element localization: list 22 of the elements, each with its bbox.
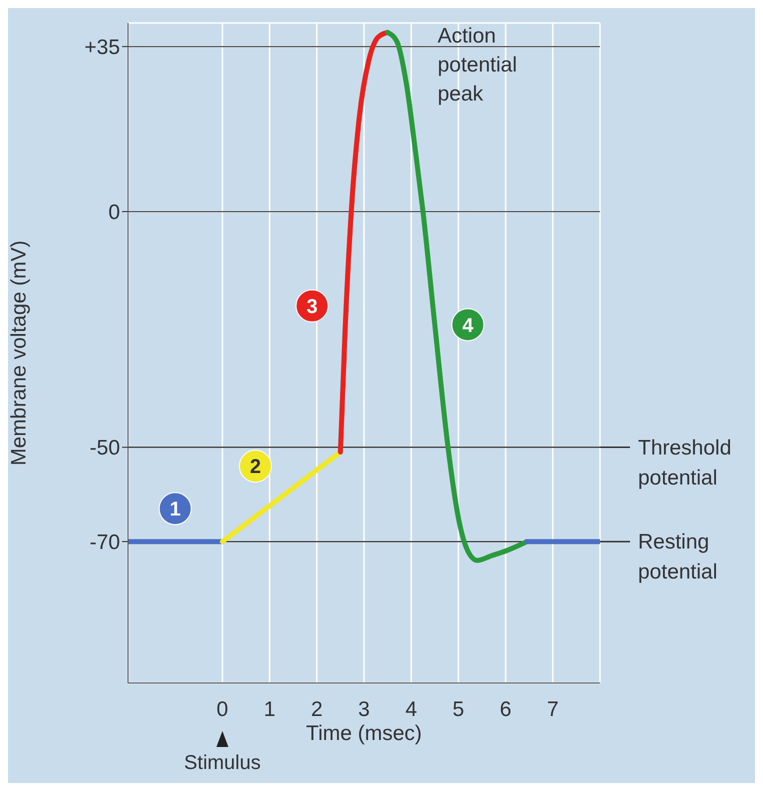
x-tick-label: 2	[310, 698, 323, 721]
x-tick-label: 1	[264, 698, 276, 721]
ref-line-label: Threshold potential	[638, 436, 732, 490]
y-tick-label: -50	[90, 436, 120, 460]
y-tick-label: +35	[84, 36, 120, 60]
text: Stimulus	[184, 752, 261, 774]
annotation: 1	[170, 498, 181, 521]
annotation: 2	[250, 456, 262, 478]
x-tick-label: 5	[452, 698, 464, 721]
y-tick-label: 0	[108, 201, 120, 224]
x-tick-label: 4	[405, 698, 418, 721]
annotation: 4	[462, 314, 474, 337]
y-tick-label: -70	[90, 531, 120, 554]
x-tick-label: 7	[546, 698, 559, 721]
x-axis-title: Time (msec)	[306, 722, 422, 745]
x-tick-label: 3	[358, 698, 370, 721]
annotation: 3	[306, 296, 318, 318]
y-axis-title: Membrane voltage (mV)	[7, 240, 30, 466]
x-tick-label: 6	[500, 698, 512, 721]
ref-line-label: Resting potential	[638, 530, 718, 584]
annotation: Action potential peak	[438, 24, 518, 106]
x-tick-label: 0	[216, 698, 228, 721]
